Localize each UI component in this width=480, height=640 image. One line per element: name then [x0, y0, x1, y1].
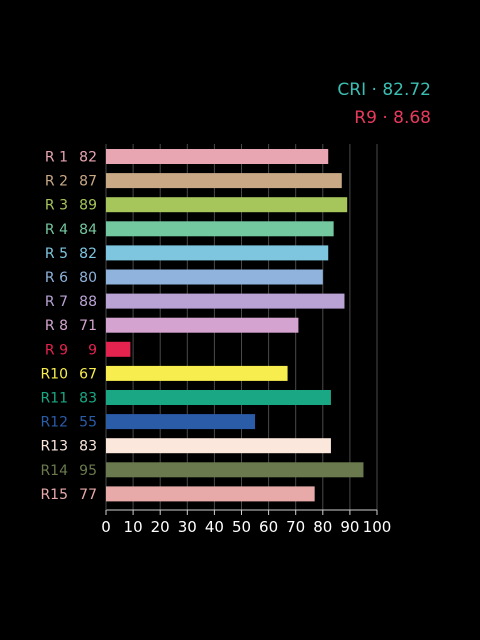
- category-label: R15: [40, 487, 68, 503]
- x-tick-label: 40: [205, 518, 224, 536]
- bar: [106, 173, 342, 189]
- value-label: 89: [79, 198, 97, 214]
- category-label: R 7: [45, 294, 68, 310]
- bar: [106, 365, 288, 381]
- x-tick-label: 60: [259, 518, 278, 536]
- x-tick-label: 10: [124, 518, 143, 536]
- value-label: 82: [79, 246, 97, 262]
- bar: [106, 317, 299, 333]
- value-label: 9: [88, 342, 97, 358]
- category-label: R 8: [45, 318, 68, 334]
- value-label: 80: [79, 270, 97, 286]
- category-label: R10: [40, 366, 68, 382]
- category-label: R 5: [45, 246, 68, 262]
- value-label: 55: [79, 415, 97, 431]
- value-label: 83: [79, 439, 97, 455]
- category-label: R11: [40, 391, 68, 407]
- value-label: 87: [79, 174, 97, 190]
- category-label: R 4: [45, 222, 68, 238]
- category-label: R 9: [45, 342, 68, 358]
- bar: [106, 462, 364, 478]
- x-tick-label: 90: [340, 518, 359, 536]
- bar: [106, 438, 331, 454]
- bar: [106, 341, 131, 357]
- x-tick-label: 80: [313, 518, 332, 536]
- category-label: R13: [40, 439, 68, 455]
- category-label: R 3: [45, 198, 68, 214]
- x-tick-label: 20: [151, 518, 170, 536]
- category-label: R 6: [45, 270, 68, 286]
- value-label: 71: [79, 318, 97, 334]
- bar: [106, 269, 323, 285]
- x-tick-label: 50: [232, 518, 251, 536]
- bar: [106, 293, 345, 309]
- bar: [106, 390, 331, 405]
- category-label: R 1: [45, 150, 68, 166]
- x-tick-label: 70: [286, 518, 305, 536]
- x-tick-label: 100: [363, 518, 392, 536]
- x-tick-label: 30: [178, 518, 197, 536]
- value-label: 84: [79, 222, 97, 238]
- value-label: 88: [79, 294, 97, 310]
- value-label: 77: [79, 487, 97, 503]
- bar: [106, 197, 348, 213]
- category-label: R 2: [45, 174, 68, 190]
- value-label: 82: [79, 150, 97, 166]
- bar: [106, 414, 256, 430]
- bar: [106, 486, 315, 502]
- value-label: 95: [79, 463, 97, 479]
- value-label: 67: [79, 366, 97, 382]
- r9-summary: R9 · 8.68: [354, 108, 431, 128]
- cri-summary: CRI · 82.72: [337, 80, 431, 100]
- value-label: 83: [79, 391, 97, 407]
- x-tick-label: 0: [101, 518, 111, 536]
- bar: [106, 221, 334, 237]
- bar: [106, 149, 329, 164]
- category-label: R12: [40, 415, 68, 431]
- bar: [106, 245, 329, 261]
- category-label: R14: [40, 463, 68, 479]
